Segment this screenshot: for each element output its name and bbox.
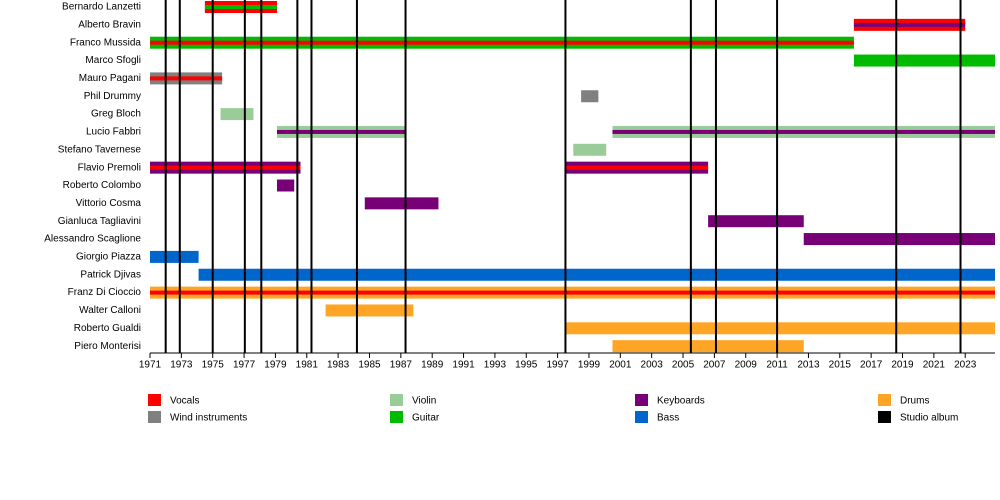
legend-label: Bass — [657, 413, 679, 424]
member-bar-stripe — [150, 40, 854, 45]
legend-label: Drums — [900, 396, 929, 407]
x-tick-label: 1975 — [202, 360, 225, 371]
legend-swatch — [635, 394, 648, 406]
x-tick-label: 2021 — [923, 360, 946, 371]
member-bar — [581, 90, 599, 103]
legend-label: Violin — [412, 396, 436, 407]
x-tick-label: 1995 — [515, 360, 538, 371]
member-label: Phil Drummy — [84, 91, 141, 102]
x-tick-label: 1983 — [327, 360, 350, 371]
member-label: Greg Bloch — [91, 109, 141, 120]
member-label: Piero Monterisi — [74, 341, 141, 352]
member-bar — [364, 197, 439, 210]
member-label: Walter Calloni — [79, 305, 141, 316]
member-label: Bernardo Lanzetti — [62, 2, 141, 13]
legend-label: Keyboards — [657, 396, 705, 407]
member-bar — [803, 233, 995, 246]
member-label: Giorgio Piazza — [76, 252, 141, 263]
member-label: Lucio Fabbri — [86, 127, 141, 138]
x-tick-label: 2023 — [954, 360, 977, 371]
x-tick-label: 2007 — [703, 360, 726, 371]
member-bar — [565, 322, 995, 335]
member-bar-stripe — [276, 129, 406, 134]
legend-swatch — [148, 411, 161, 423]
x-tick-label: 1989 — [421, 360, 444, 371]
x-tick-label: 1999 — [578, 360, 601, 371]
member-bar-stripe — [150, 290, 995, 295]
x-tick-label: 2011 — [766, 360, 788, 371]
member-bar — [220, 108, 254, 121]
member-label: Roberto Colombo — [63, 180, 142, 191]
member-bar-stripe — [565, 165, 709, 170]
member-bar — [150, 250, 199, 263]
x-tick-label: 1973 — [170, 360, 193, 371]
member-bar — [573, 143, 607, 156]
member-label: Patrick Djivas — [80, 269, 141, 280]
legend-swatch — [878, 411, 891, 423]
legend-label: Guitar — [412, 413, 440, 424]
x-tick-label: 2005 — [672, 360, 695, 371]
member-label: Mauro Pagani — [79, 73, 141, 84]
member-label: Gianluca Tagliavini — [58, 216, 141, 227]
member-label: Vittorio Cosma — [76, 198, 142, 209]
legend-swatch — [148, 394, 161, 406]
x-tick-label: 1991 — [452, 360, 475, 371]
x-tick-label: 1977 — [233, 360, 256, 371]
legend-label: Vocals — [170, 396, 199, 407]
member-bar — [708, 215, 804, 228]
member-bar-stripe — [150, 165, 301, 170]
member-label: Marco Sfogli — [85, 55, 141, 66]
legend-swatch — [390, 394, 403, 406]
member-label: Alberto Bravin — [78, 19, 141, 30]
member-bar-stripe — [150, 76, 223, 81]
member-bar — [198, 268, 996, 281]
x-tick-label: 1981 — [296, 360, 319, 371]
x-tick-label: 1979 — [264, 360, 287, 371]
member-bar-stripe — [853, 22, 966, 27]
x-tick-label: 1997 — [546, 360, 569, 371]
x-tick-label: 2019 — [891, 360, 914, 371]
legend-label: Studio album — [900, 413, 958, 424]
x-tick-label: 1993 — [484, 360, 507, 371]
member-bar-stripe — [204, 5, 277, 9]
member-label: Alessandro Scaglione — [44, 234, 141, 245]
member-label: Roberto Gualdi — [74, 323, 141, 334]
legend-swatch — [635, 411, 648, 423]
member-label: Flavio Premoli — [78, 162, 141, 173]
member-bar — [612, 340, 804, 353]
x-tick-label: 2009 — [735, 360, 758, 371]
member-label: Franz Di Cioccio — [68, 287, 142, 298]
member-bar-stripe — [612, 129, 995, 134]
member-bar — [325, 304, 414, 317]
x-tick-label: 1971 — [139, 360, 162, 371]
member-bar — [853, 54, 995, 67]
member-label: Stefano Tavernese — [58, 144, 142, 155]
x-tick-label: 2015 — [829, 360, 852, 371]
member-bar — [276, 179, 295, 192]
x-tick-label: 1985 — [358, 360, 381, 371]
x-tick-label: 2013 — [797, 360, 820, 371]
legend-swatch — [390, 411, 403, 423]
x-tick-label: 2001 — [609, 360, 632, 371]
member-label: Franco Mussida — [70, 37, 142, 48]
x-tick-label: 1987 — [390, 360, 413, 371]
legend-swatch — [878, 394, 891, 406]
x-tick-label: 2003 — [641, 360, 664, 371]
x-tick-label: 2017 — [860, 360, 883, 371]
legend-label: Wind instruments — [170, 413, 247, 424]
